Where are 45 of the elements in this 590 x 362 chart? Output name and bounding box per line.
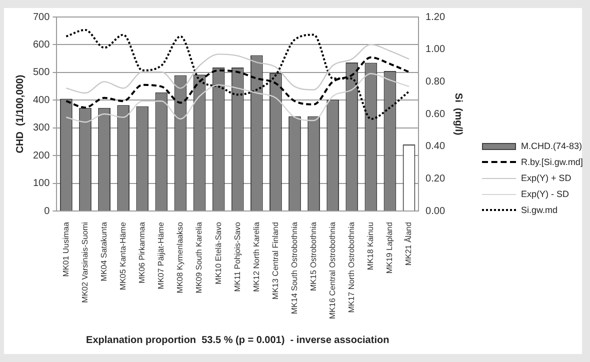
x-tick-label: MK09 South Karelia bbox=[194, 222, 204, 294]
legend-label: M.CHD.(74-83) bbox=[521, 141, 582, 151]
y2-tick-label: 1.00 bbox=[426, 44, 446, 56]
line-series bbox=[66, 44, 410, 94]
y2-axis-title: Si (mg/l) bbox=[452, 92, 464, 136]
x-tick-label: MK14 South Ostrobothnia bbox=[290, 222, 299, 314]
y2-tick-label: 0.40 bbox=[426, 141, 446, 152]
x-tick-label: MK01 Uusimaa bbox=[61, 222, 70, 277]
x-tick-label: MK04 Satakunta bbox=[100, 222, 108, 282]
y-tick-label: 0 bbox=[44, 206, 50, 217]
x-axis-title: Explanation proportion 53.5 % (p = 0.001) - inverse association bbox=[86, 334, 390, 346]
line-series bbox=[65, 28, 410, 120]
x-tick-label: MK02 Varsinais-Suomi bbox=[80, 222, 90, 303]
y2-tick-label: 0.60 bbox=[426, 108, 446, 120]
y2-tick-label: 0.00 bbox=[426, 206, 446, 217]
legend-label: R.by.[Si.gw.md] bbox=[521, 157, 583, 167]
y-axis-title: CHD (1/100,000) bbox=[14, 74, 26, 154]
y-tick-label: 300 bbox=[32, 122, 50, 134]
x-tick-label: MK21 Åland bbox=[404, 222, 414, 266]
x-tick-label: MK05 Kanta-Häme bbox=[118, 222, 128, 290]
x-tick-label: MK18 Kainuu bbox=[366, 222, 376, 270]
x-tick-label: MK06 Pirkanmaa bbox=[138, 222, 147, 284]
y-tick-label: 600 bbox=[32, 39, 50, 50]
legend-label: Si.gw.md bbox=[521, 205, 558, 215]
x-tick-label: MK16 Central Ostrobothnia bbox=[328, 222, 338, 319]
y2-tick-label: 0.80 bbox=[426, 76, 446, 88]
y-tick-label: 500 bbox=[32, 67, 50, 78]
x-tick-label: MK11 Pohjois-Savo bbox=[232, 222, 242, 292]
x-tick-label: MK08 Kymenlaakso bbox=[176, 222, 185, 294]
y-tick-label: 100 bbox=[32, 178, 50, 190]
y2-tick-label: 1.20 bbox=[426, 12, 446, 23]
x-tick-label: MK12 North Karelia bbox=[252, 222, 261, 292]
x-tick-label: MK10 Etelä-Savo bbox=[214, 222, 223, 284]
x-tick-label: MK15 Ostrobothnia bbox=[308, 222, 318, 291]
y-tick-label: 700 bbox=[32, 12, 50, 23]
x-tick-label: MK17 North Ostrobothnia bbox=[347, 222, 356, 313]
y-tick-label: 200 bbox=[32, 150, 50, 162]
y-tick-label: 400 bbox=[32, 94, 50, 106]
x-tick-label: MK07 Päijät-Häme bbox=[156, 222, 166, 290]
x-tick-label: MK13 Central Finland bbox=[270, 222, 280, 300]
y2-tick-label: 0.20 bbox=[426, 173, 446, 184]
legend-label: Exp(Y) - SD bbox=[521, 189, 570, 199]
line-series bbox=[66, 73, 410, 123]
legend-label: Exp(Y) + SD bbox=[521, 173, 572, 183]
x-tick-label: MK19 Lapland bbox=[385, 222, 394, 274]
